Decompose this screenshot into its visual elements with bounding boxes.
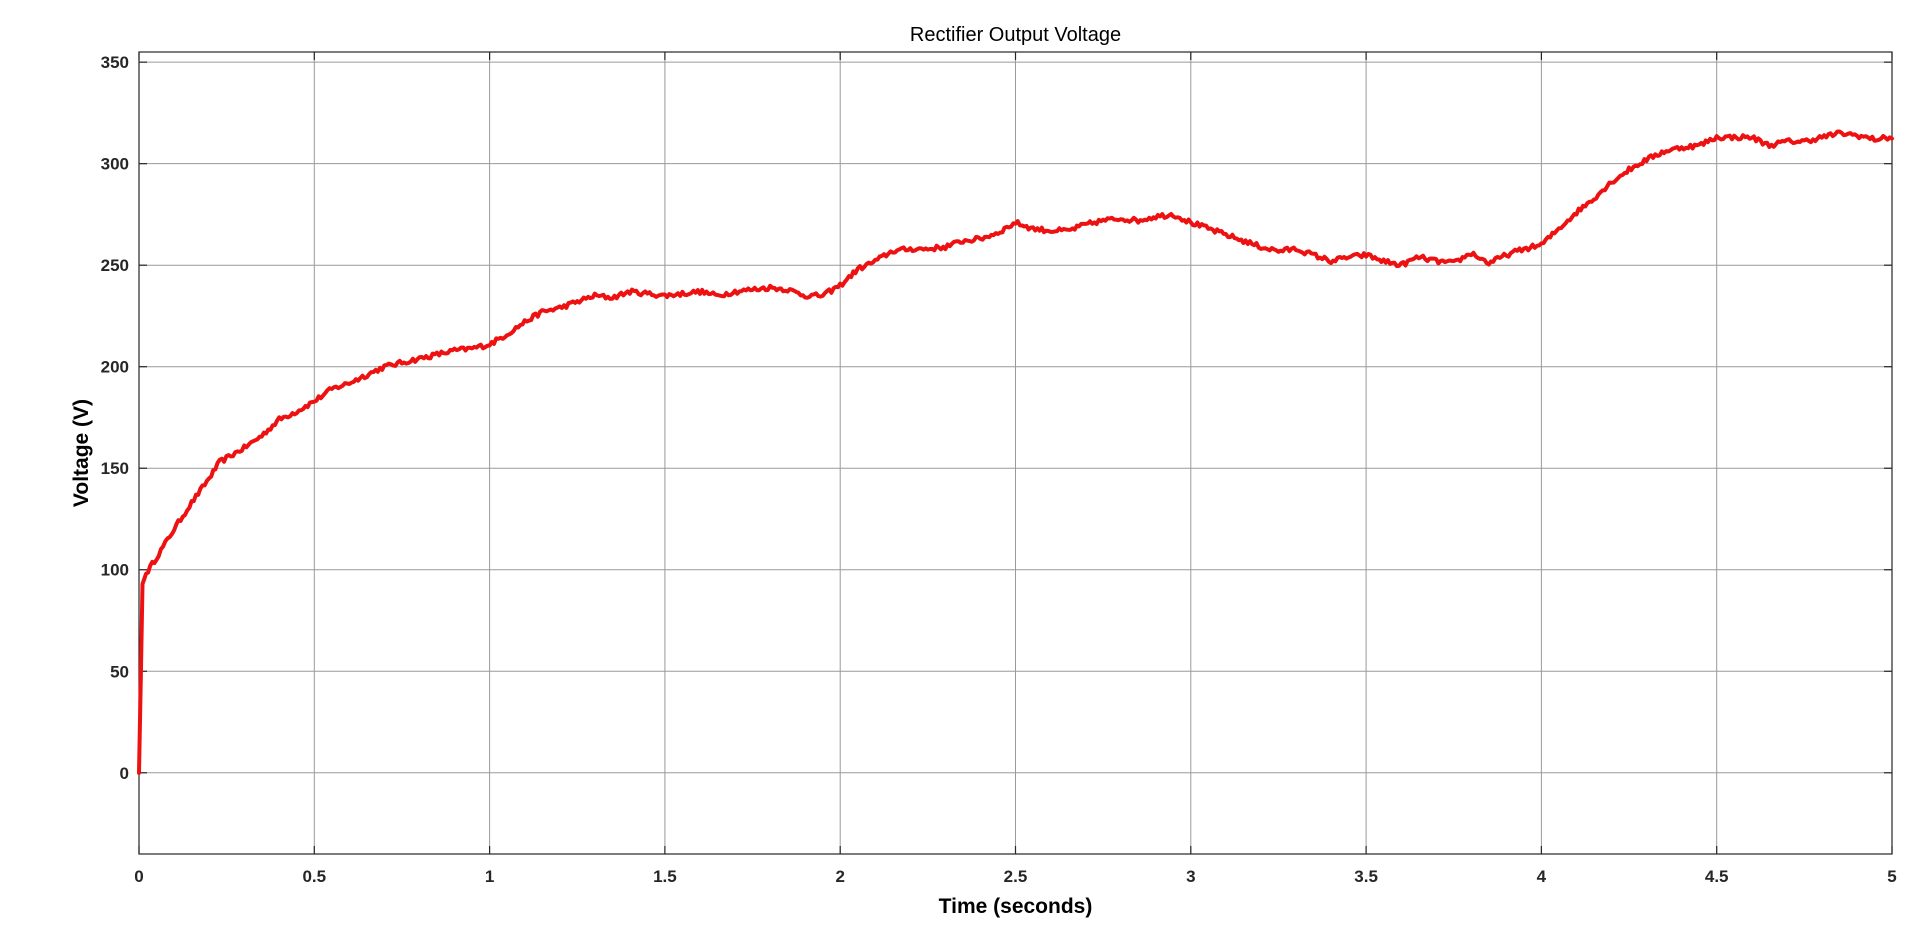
x-tick-label: 1.5 [653,867,677,886]
series-line [137,129,1894,775]
x-tick-label: 2.5 [1004,867,1028,886]
y-tick-label: 0 [120,764,129,783]
y-tick-label: 200 [101,358,129,377]
x-tick-label: 2 [835,867,844,886]
x-tick-label: 0 [134,867,143,886]
chart-title: Rectifier Output Voltage [910,24,1121,46]
y-tick-label: 300 [101,155,129,174]
y-tick-label: 50 [110,662,129,681]
y-tick-label: 100 [101,561,129,580]
y-tick-label: 150 [101,459,129,478]
x-tick-label: 3 [1186,867,1195,886]
y-tick-label: 350 [101,53,129,72]
x-tick-label: 4 [1537,867,1547,886]
x-tick-label: 4.5 [1705,867,1729,886]
series-layer [137,129,1894,775]
y-tick-label: 250 [101,256,129,275]
x-axis-label: Time (seconds) [939,895,1093,918]
tick-layer: 0 0.5 1 1.5 2 2.5 3 3.5 4 4.5 50501001502002503003… [101,52,1897,886]
x-tick-label: 3.5 [1354,867,1378,886]
x-tick-label: 0.5 [302,867,326,886]
x-tick-label: 5 [1887,867,1896,886]
y-axis-label: Voltage (V) [70,399,93,507]
x-tick-label: 1 [485,867,494,886]
